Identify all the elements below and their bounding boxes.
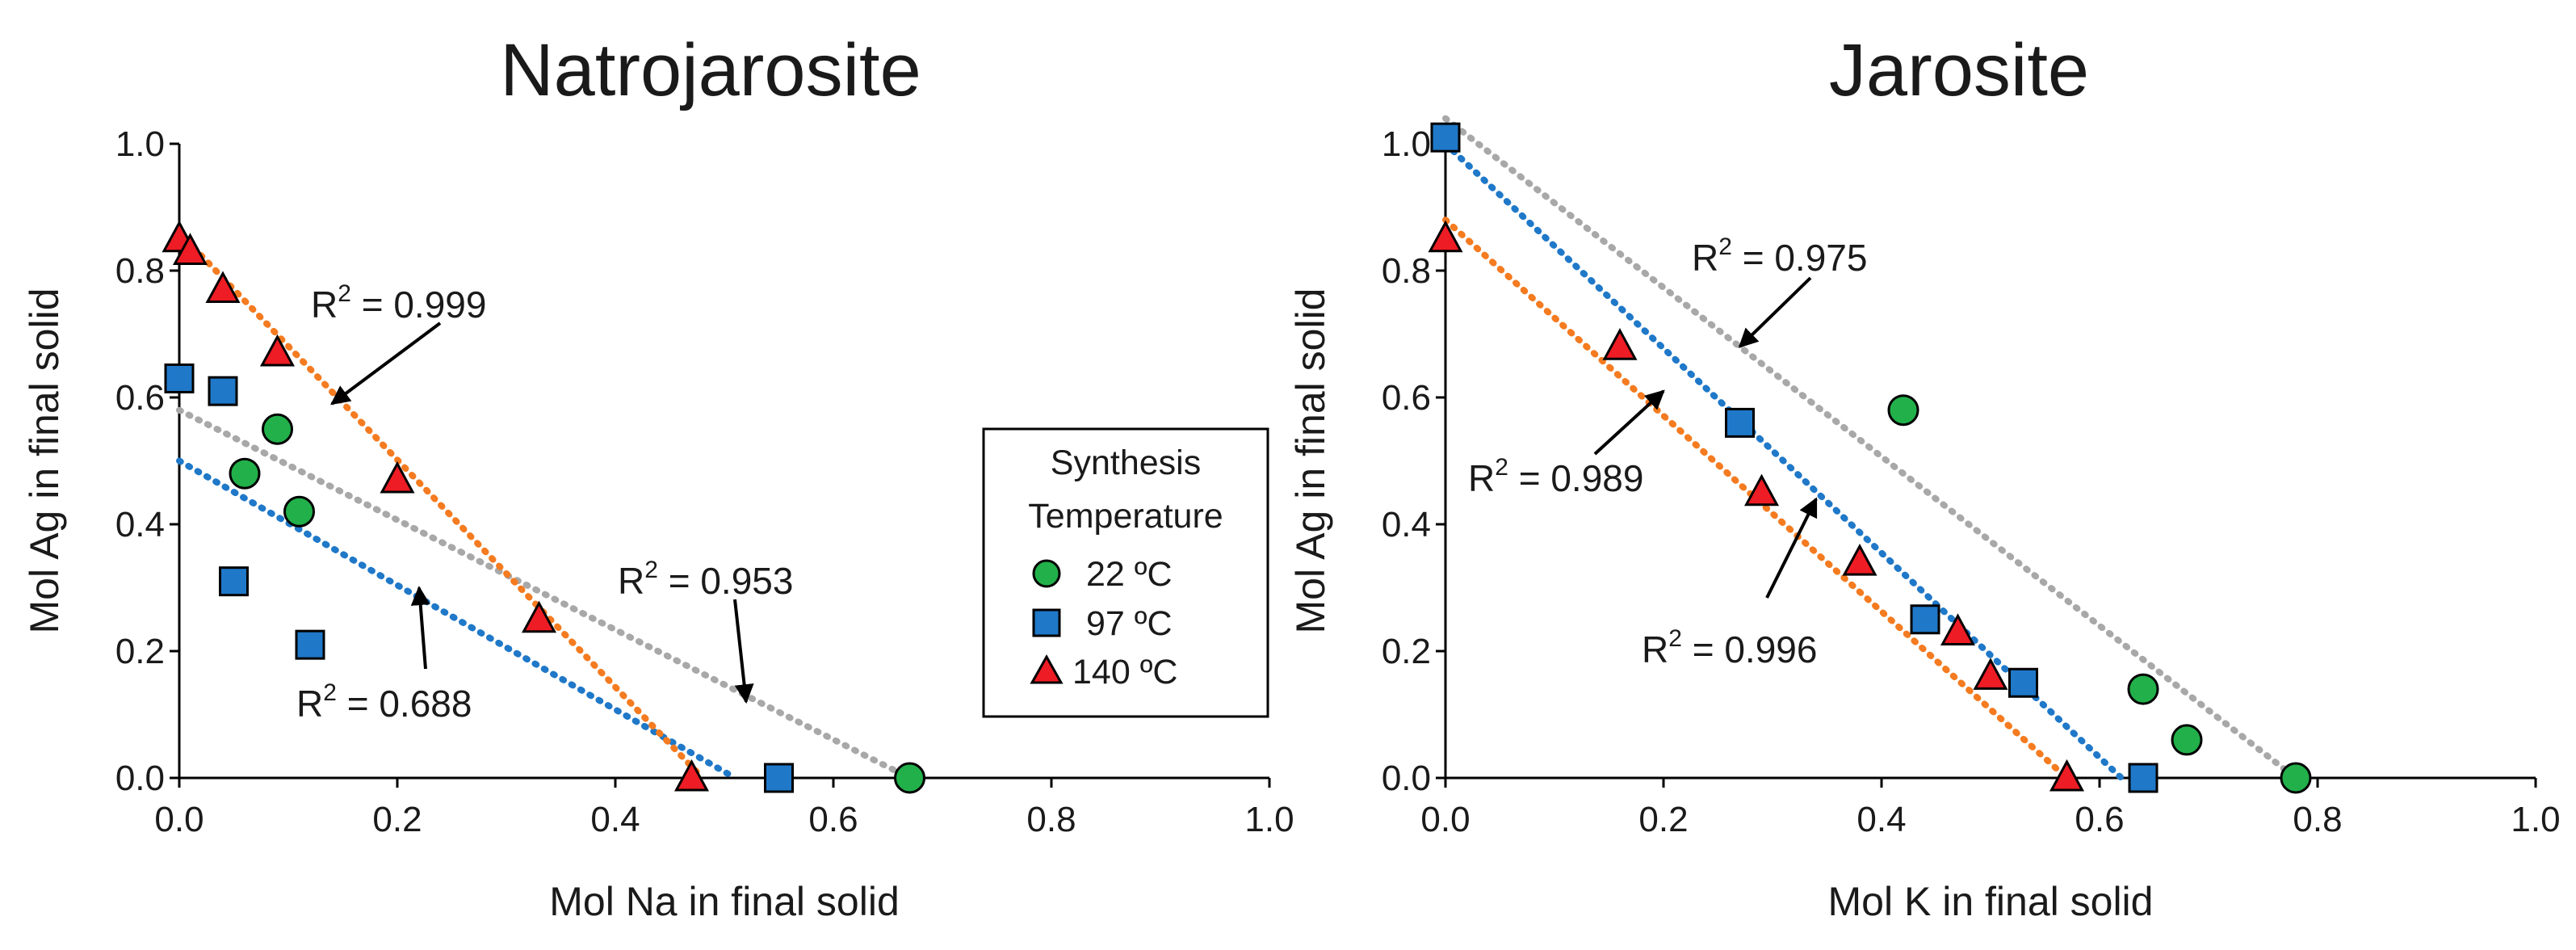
data-point-140c xyxy=(673,759,710,792)
legend-marker-22c xyxy=(1032,559,1061,588)
legend: Synthesis Temperature 22 ºC 97 ºC 140 ºC xyxy=(982,427,1269,718)
annotation-arrow xyxy=(410,586,430,670)
annotation-arrow xyxy=(1738,276,1812,348)
x-tick-label: 1.0 xyxy=(1244,800,1294,839)
y-tick-label: 0.2 xyxy=(115,632,165,671)
y-tick-label: 0.6 xyxy=(1382,378,1431,418)
r-squared-label: R2 = 0.975 xyxy=(1692,233,1867,279)
data-point-140c xyxy=(1940,613,1976,645)
data-point-22c xyxy=(262,413,293,445)
y-tick-label: 0.8 xyxy=(115,251,165,291)
legend-marker-97c xyxy=(1032,608,1061,637)
data-point-140c xyxy=(1428,220,1463,253)
y-tick-label: 0.2 xyxy=(1382,632,1431,671)
data-point-97c xyxy=(164,363,195,393)
data-point-140c xyxy=(521,600,557,633)
y-tick-label: 0.6 xyxy=(115,378,165,418)
x-tick-label: 0.0 xyxy=(154,800,203,839)
x-tick-label: 0.8 xyxy=(2293,800,2342,839)
data-point-140c xyxy=(2049,759,2085,792)
data-point-140c xyxy=(1743,473,1780,507)
data-point-22c xyxy=(894,762,925,794)
data-point-97c xyxy=(2128,763,2159,793)
data-point-22c xyxy=(229,457,261,490)
data-point-22c xyxy=(283,495,315,528)
trendline-22c xyxy=(1442,115,2299,781)
data-point-97c xyxy=(208,376,238,406)
data-point-140c xyxy=(259,334,296,367)
legend-label-22c: 22 ºC xyxy=(1086,555,1173,594)
annotation-arrow xyxy=(1765,497,1818,599)
legend-label-97c: 97 ºC xyxy=(1086,604,1173,643)
chart-panel-natrojarosite: Natrojarosite 0.0 0.2 0.4 0.6 0.8 1.0 0.0 0.2 0.4… xyxy=(22,29,1294,924)
x-tick-label: 0.6 xyxy=(808,800,858,839)
trendline-97c xyxy=(1442,141,2125,781)
y-axis-label: Mol Ag in final solid xyxy=(22,288,67,633)
x-tick-label: 0.2 xyxy=(372,800,422,839)
y-axis-label: Mol Ag in final solid xyxy=(1288,288,1333,633)
annotation-arrow xyxy=(330,322,442,406)
data-point-97c xyxy=(1910,604,1940,635)
data-point-22c xyxy=(2127,673,2159,705)
data-point-97c xyxy=(219,566,249,597)
trendline-140c xyxy=(176,229,706,781)
data-point-97c xyxy=(295,629,325,660)
x-tick-label: 1.0 xyxy=(2511,800,2560,839)
data-point-97c xyxy=(2008,667,2038,698)
r-squared-label: R2 = 0.996 xyxy=(1642,625,1817,670)
data-point-140c xyxy=(1602,328,1638,360)
trendline-22c xyxy=(176,406,913,781)
x-tick-label: 0.2 xyxy=(1638,800,1688,839)
data-point-22c xyxy=(1887,394,1919,427)
data-point-140c xyxy=(380,460,415,494)
data-point-22c xyxy=(2171,724,2203,756)
data-point-140c xyxy=(172,233,208,265)
data-point-97c xyxy=(1725,407,1755,438)
chart-panel-jarosite: Jarosite 0.0 0.2 0.4 0.6 0.8 1.0 0.0 0.2 0.4 0.6 0.… xyxy=(1288,29,2561,924)
x-tick-label: 0.4 xyxy=(590,800,640,839)
chart-title: Jarosite xyxy=(1829,29,2089,111)
x-axis-label: Mol Na in final solid xyxy=(549,879,900,924)
trendline-97c xyxy=(176,457,739,781)
y-tick-label: 1.0 xyxy=(1382,124,1431,164)
y-tick-label: 0.0 xyxy=(1382,759,1431,798)
r-squared-label: R2 = 0.999 xyxy=(311,280,486,326)
chart-title: Natrojarosite xyxy=(500,29,921,111)
x-tick-label: 0.0 xyxy=(1420,800,1470,839)
x-tick-label: 0.4 xyxy=(1856,800,1906,839)
r-squared-label: R2 = 0.989 xyxy=(1468,454,1643,499)
legend-title-line1: Synthesis xyxy=(1051,443,1201,482)
legend-box xyxy=(982,427,1269,718)
r-squared-label: R2 = 0.688 xyxy=(296,679,472,725)
data-point-97c xyxy=(1430,122,1461,153)
x-tick-label: 0.8 xyxy=(1026,800,1076,839)
legend-label-140c: 140 ºC xyxy=(1072,653,1177,691)
y-tick-label: 0.0 xyxy=(115,759,165,798)
annotation-arrow xyxy=(1593,389,1665,456)
legend-marker-140c xyxy=(1030,654,1064,684)
y-tick-label: 0.4 xyxy=(115,505,165,544)
x-tick-label: 0.6 xyxy=(2075,800,2124,839)
annotation-arrow xyxy=(733,599,754,704)
legend-title-line2: Temperature xyxy=(1028,497,1223,536)
y-tick-label: 0.4 xyxy=(1382,505,1431,544)
y-tick-label: 0.8 xyxy=(1382,251,1431,291)
y-tick-label: 1.0 xyxy=(115,124,165,164)
data-point-97c xyxy=(764,763,794,793)
x-axis-label: Mol K in final solid xyxy=(1828,879,2154,924)
data-point-140c xyxy=(1973,658,2008,690)
r-squared-label: R2 = 0.953 xyxy=(618,557,793,602)
data-point-22c xyxy=(2280,762,2312,794)
data-point-140c xyxy=(205,271,241,304)
data-point-140c xyxy=(1842,543,1877,576)
